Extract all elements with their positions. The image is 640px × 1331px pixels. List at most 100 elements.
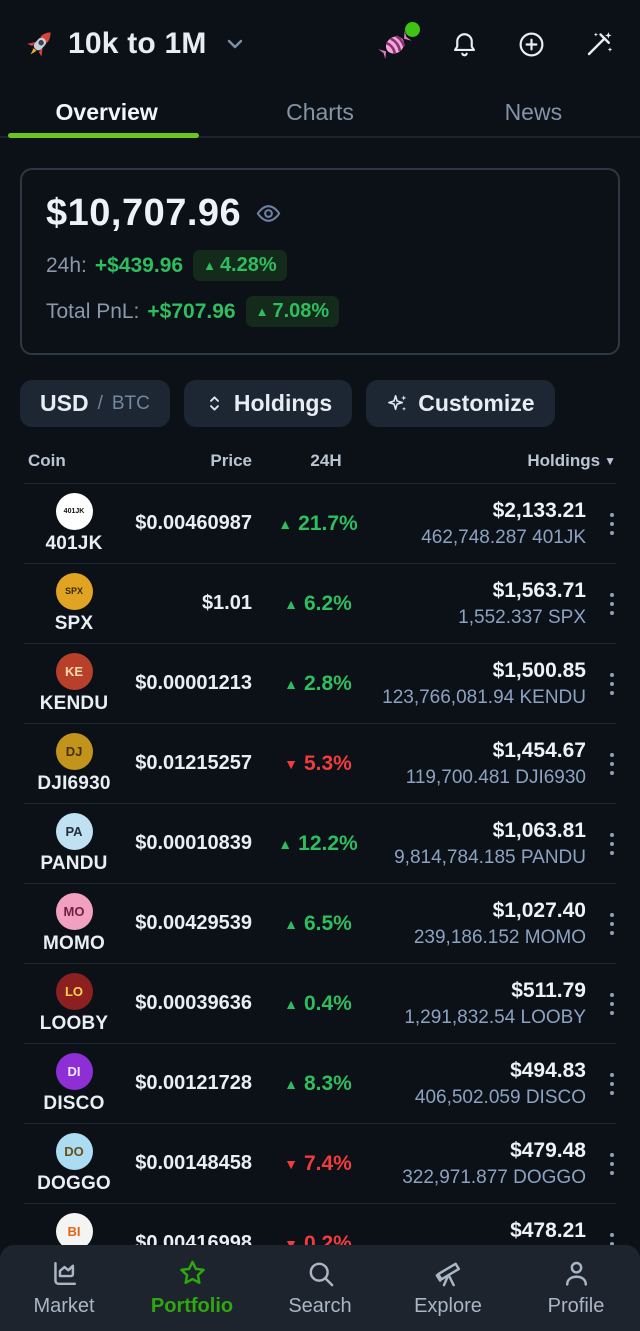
coin-ticker: PANDU bbox=[40, 852, 108, 874]
coin-row[interactable]: DI DISCO $0.00121728 ▲ 8.3% $494.83 406,… bbox=[24, 1043, 616, 1123]
coin-row[interactable]: PA PANDU $0.00010839 ▲ 12.2% $1,063.81 9… bbox=[24, 803, 616, 883]
disco-coin-icon: DI bbox=[55, 1052, 93, 1090]
holdings-value: $494.83 bbox=[510, 1058, 586, 1082]
coin-row[interactable]: 401JK 401JK $0.00460987 ▲ 21.7% $2,133.2… bbox=[24, 483, 616, 563]
row-menu-icon[interactable] bbox=[586, 832, 616, 855]
coin-24h-change: ▼ 5.3% bbox=[252, 752, 374, 776]
tab-overview[interactable]: Overview bbox=[0, 88, 213, 138]
row-menu-icon[interactable] bbox=[586, 992, 616, 1015]
nav-explore[interactable]: Explore bbox=[384, 1258, 512, 1318]
nav-market-label: Market bbox=[33, 1295, 95, 1317]
coin-row[interactable]: SPX SPX $1.01 ▲ 6.2% $1,563.71 1,552.337… bbox=[24, 563, 616, 643]
explore-telescope-icon bbox=[433, 1258, 464, 1289]
coin-ticker: 401JK bbox=[45, 532, 103, 554]
change-triangle-icon: ▲ bbox=[278, 835, 293, 852]
up-triangle-icon: ▲ bbox=[255, 304, 269, 319]
coin-row[interactable]: DO DOGGO $0.00148458 ▼ 7.4% $479.48 322,… bbox=[24, 1123, 616, 1203]
column-holdings[interactable]: Holdings ▼ bbox=[374, 451, 616, 471]
coin-24h-change: ▲ 21.7% bbox=[252, 512, 374, 536]
portfolio-selector[interactable]: 10k to 1M bbox=[22, 26, 378, 62]
page-title: 10k to 1M bbox=[68, 27, 207, 60]
column-24h[interactable]: 24H bbox=[310, 451, 342, 470]
coin-price: $0.00001213 bbox=[135, 672, 252, 694]
nav-search[interactable]: Search bbox=[256, 1258, 384, 1318]
nav-portfolio[interactable]: Portfolio bbox=[128, 1258, 256, 1318]
notification-dot bbox=[405, 22, 420, 37]
coin-holdings: $1,563.71 1,552.337 SPX bbox=[374, 577, 586, 631]
list-controls: USD / BTC Holdings Customize bbox=[20, 380, 620, 427]
coin-row[interactable]: MO MOMO $0.00429539 ▲ 6.5% $1,027.40 239… bbox=[24, 883, 616, 963]
holdings-amount: 123,766,081.94 KENDU bbox=[382, 686, 586, 708]
up-triangle-icon: ▲ bbox=[203, 258, 216, 273]
chevron-down-icon bbox=[223, 32, 247, 56]
add-circle-icon[interactable] bbox=[517, 30, 546, 59]
change-percent: 0.4% bbox=[303, 991, 352, 1015]
coin-ticker: DJI6930 bbox=[37, 772, 111, 794]
currency-toggle[interactable]: USD / BTC bbox=[20, 380, 170, 427]
coin-holdings: $1,454.67 119,700.481 DJI6930 bbox=[374, 737, 586, 791]
change-percent: 6.5% bbox=[303, 911, 352, 935]
change-percent: 7.4% bbox=[303, 1151, 352, 1175]
total-pnl-pct: 7.08% bbox=[272, 300, 330, 322]
column-coin[interactable]: Coin bbox=[28, 451, 66, 470]
coin-price: $0.01215257 bbox=[135, 752, 252, 774]
holdings-amount: 462,748.287 401JK bbox=[421, 526, 586, 548]
portfolio-star-icon bbox=[177, 1258, 208, 1289]
row-menu-icon[interactable] bbox=[586, 912, 616, 935]
holdings-value: $511.79 bbox=[511, 978, 586, 1002]
nav-profile-label: Profile bbox=[547, 1295, 605, 1317]
sort-down-triangle-icon: ▼ bbox=[604, 454, 616, 468]
coin-24h-change: ▲ 12.2% bbox=[252, 832, 374, 856]
coin-holdings: $1,500.85 123,766,081.94 KENDU bbox=[374, 657, 586, 711]
row-menu-icon[interactable] bbox=[586, 1152, 616, 1175]
row-menu-icon[interactable] bbox=[586, 1072, 616, 1095]
row-menu-icon[interactable] bbox=[586, 672, 616, 695]
nav-profile[interactable]: Profile bbox=[512, 1258, 640, 1318]
currency-divider: / bbox=[97, 392, 103, 414]
change-percent: 6.2% bbox=[303, 591, 352, 615]
candy-icon[interactable] bbox=[378, 22, 420, 59]
doggo-coin-icon: DO bbox=[55, 1132, 93, 1170]
kendu-coin-icon: KE bbox=[55, 652, 93, 690]
row-menu-icon[interactable] bbox=[586, 512, 616, 535]
coin-holdings: $1,063.81 9,814,784.185 PANDU bbox=[374, 817, 586, 871]
total-balance: $10,707.96 bbox=[46, 192, 242, 234]
pandu-coin-icon: PA bbox=[55, 812, 93, 850]
change-triangle-icon: ▲ bbox=[284, 1075, 298, 1092]
change-triangle-icon: ▲ bbox=[284, 595, 298, 612]
coin-row[interactable]: KE KENDU $0.00001213 ▲ 2.8% $1,500.85 12… bbox=[24, 643, 616, 723]
bitty-coin-icon: BI bbox=[55, 1212, 93, 1250]
customize-label: Customize bbox=[418, 390, 535, 416]
coin-ticker: SPX bbox=[54, 612, 94, 634]
daily-change-label: 24h: bbox=[46, 253, 87, 277]
coin-price: $0.00121728 bbox=[135, 1072, 252, 1094]
eye-icon[interactable] bbox=[255, 200, 282, 227]
holdings-value: $1,563.71 bbox=[492, 578, 586, 602]
holdings-amount: 322,971.877 DOGGO bbox=[402, 1166, 586, 1188]
coin-ticker: LOOBY bbox=[39, 1012, 109, 1034]
tab-news[interactable]: News bbox=[504, 98, 563, 125]
daily-change-value: +$439.96 bbox=[94, 253, 184, 277]
401jk-coin-icon: 401JK bbox=[55, 492, 93, 530]
row-menu-icon[interactable] bbox=[586, 752, 616, 775]
holdings-value: $2,133.21 bbox=[492, 498, 586, 522]
holdings-amount: 119,700.481 DJI6930 bbox=[405, 766, 586, 788]
nav-explore-label: Explore bbox=[414, 1295, 482, 1317]
row-menu-icon[interactable] bbox=[586, 592, 616, 615]
coin-24h-change: ▲ 2.8% bbox=[252, 672, 374, 696]
search-icon bbox=[305, 1258, 336, 1289]
holdings-sort-button[interactable]: Holdings bbox=[183, 380, 353, 427]
customize-button[interactable]: Customize bbox=[366, 380, 555, 427]
coin-row[interactable]: LO LOOBY $0.00039636 ▲ 0.4% $511.79 1,29… bbox=[24, 963, 616, 1043]
momo-coin-icon: MO bbox=[55, 892, 93, 930]
total-pnl-row: Total PnL: +$707.96 ▲ 7.08% bbox=[46, 296, 594, 327]
notification-bell-icon[interactable] bbox=[450, 30, 479, 59]
magic-wand-icon[interactable] bbox=[584, 29, 614, 59]
nav-market[interactable]: Market bbox=[0, 1258, 128, 1318]
coin-24h-change: ▲ 8.3% bbox=[252, 1072, 374, 1096]
tab-charts[interactable]: Charts bbox=[286, 98, 354, 125]
holdings-value: $1,063.81 bbox=[492, 818, 586, 842]
column-price[interactable]: Price bbox=[210, 451, 252, 470]
coin-price: $0.00460987 bbox=[135, 512, 252, 534]
coin-row[interactable]: DJ DJI6930 $0.01215257 ▼ 5.3% $1,454.67 … bbox=[24, 723, 616, 803]
